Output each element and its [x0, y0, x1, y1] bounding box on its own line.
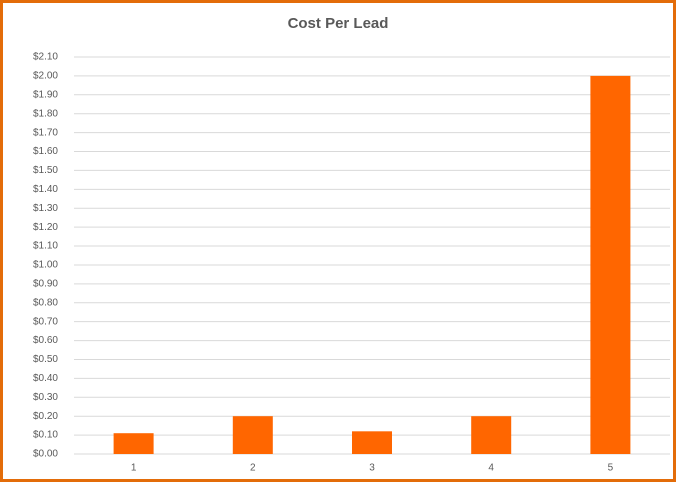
y-tick-label: $0.20: [33, 411, 58, 422]
bar: [113, 433, 154, 454]
bar: [232, 416, 273, 454]
y-tick-label: $1.30: [33, 203, 58, 214]
x-tick-label: 4: [488, 463, 494, 474]
y-tick-label: $2.00: [33, 71, 58, 82]
x-tick-label: 5: [608, 463, 614, 474]
y-tick-label: $1.80: [33, 108, 58, 119]
x-tick-label: 1: [131, 463, 137, 474]
y-tick-label: $0.70: [33, 316, 58, 327]
y-tick-label: $0.80: [33, 297, 58, 308]
y-tick-label: $0.90: [33, 278, 58, 289]
y-tick-label: $0.10: [33, 430, 58, 441]
y-tick-label: $0.40: [33, 373, 58, 384]
x-tick-label: 3: [369, 463, 375, 474]
y-tick-label: $1.00: [33, 260, 58, 271]
bar: [471, 416, 512, 454]
y-tick-label: $2.10: [33, 52, 58, 63]
bar: [590, 75, 631, 455]
y-tick-label: $0.50: [33, 354, 58, 365]
y-tick-label: $1.70: [33, 127, 58, 138]
x-tick-label: 2: [250, 463, 256, 474]
y-tick-label: $1.50: [33, 165, 58, 176]
y-tick-label: $1.60: [33, 146, 58, 157]
y-tick-label: $0.60: [33, 335, 58, 346]
bar: [352, 431, 392, 454]
y-tick-label: $1.20: [33, 222, 58, 233]
y-tick-label: $0.30: [33, 392, 58, 403]
y-tick-label: $1.10: [33, 241, 58, 252]
y-tick-label: $1.90: [33, 89, 58, 100]
y-tick-label: $1.40: [33, 184, 58, 195]
chart-title: Cost Per Lead: [288, 15, 389, 32]
y-tick-label: $0.00: [33, 449, 58, 460]
